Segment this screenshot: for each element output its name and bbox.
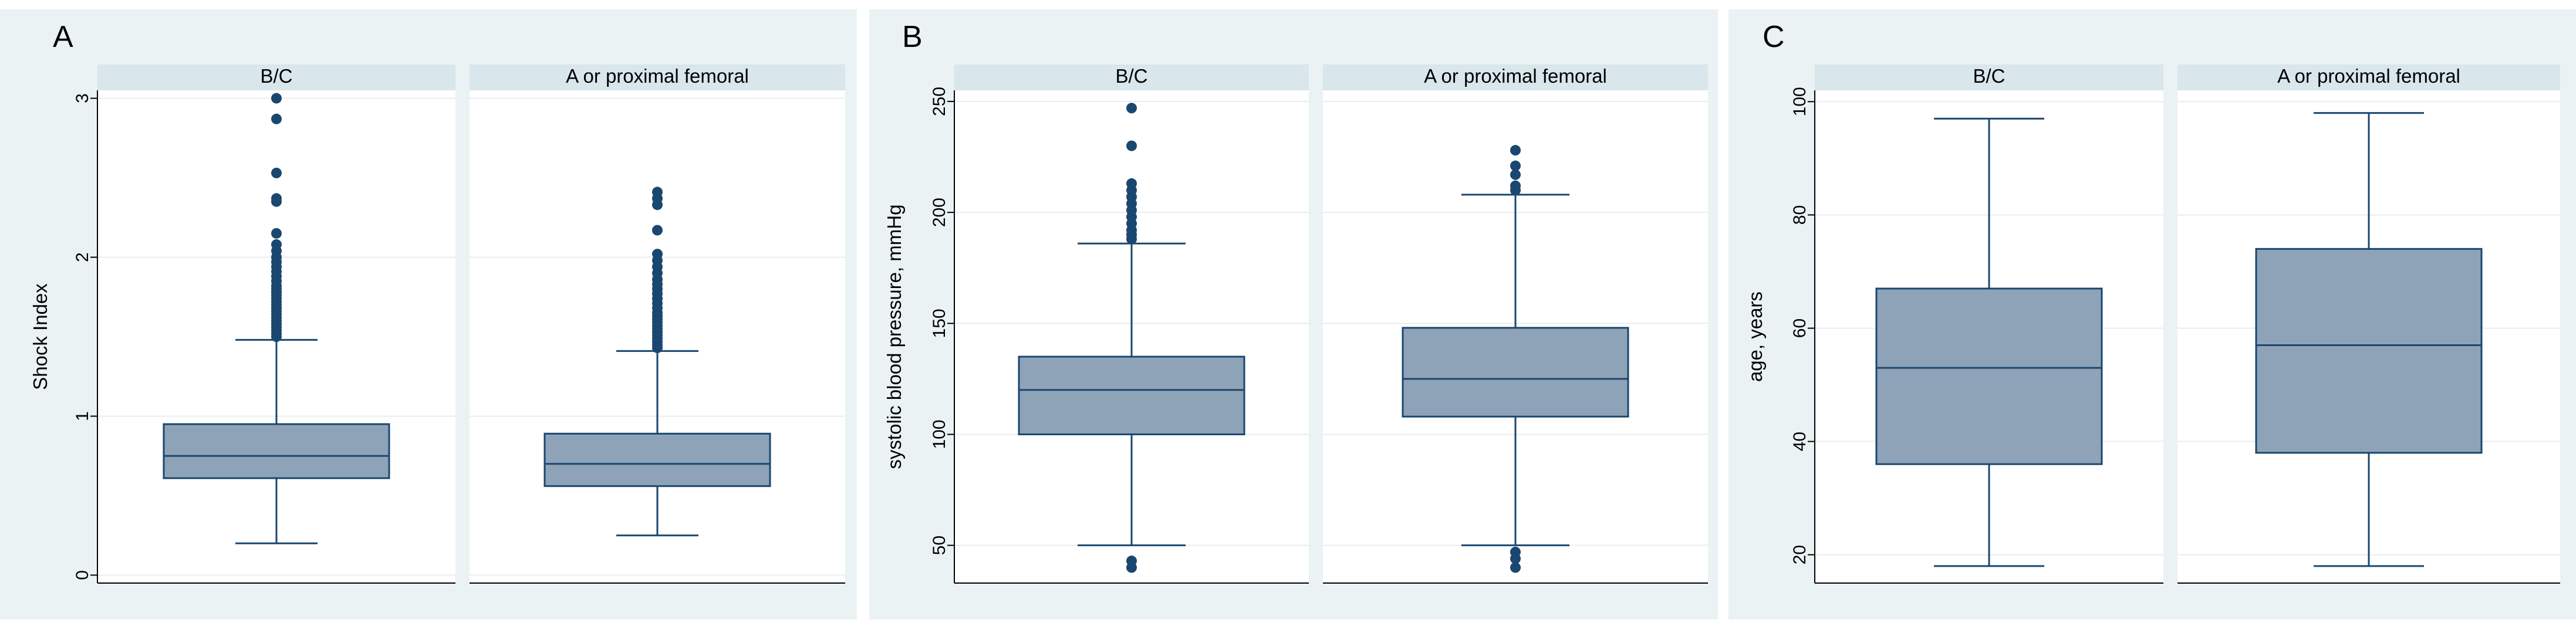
y-axis-label: age, years bbox=[1744, 292, 1766, 382]
outlier-point bbox=[652, 187, 663, 198]
facet-strip bbox=[2177, 65, 2560, 90]
box-iqr bbox=[1875, 287, 2103, 465]
outlier-point bbox=[271, 93, 282, 104]
facet-strip bbox=[1815, 65, 2163, 90]
panel-label: C bbox=[1763, 20, 1785, 54]
outlier-point bbox=[271, 167, 282, 178]
y-axis-label: systolic blood pressure, mmHg bbox=[883, 204, 905, 469]
outlier-point bbox=[271, 193, 282, 204]
facet-strip bbox=[470, 65, 845, 90]
outlier-point bbox=[1510, 169, 1521, 180]
panel-label: B bbox=[902, 20, 923, 54]
outlier-point bbox=[1510, 562, 1521, 573]
outlier-point bbox=[1126, 103, 1137, 114]
box-iqr bbox=[1018, 355, 1245, 435]
y-tick-label: 200 bbox=[930, 198, 949, 227]
outlier-point bbox=[271, 113, 282, 124]
facet-label: A or proximal femoral bbox=[2277, 65, 2460, 87]
y-axis-label: Shock Index bbox=[29, 283, 51, 390]
y-tick-label: 150 bbox=[930, 309, 949, 338]
facet-label: B/C bbox=[1973, 65, 2005, 87]
y-tick-label: 100 bbox=[930, 419, 949, 449]
outlier-point bbox=[652, 249, 663, 260]
y-tick-label: 50 bbox=[930, 536, 949, 555]
panel-label: A bbox=[53, 20, 73, 54]
outlier-point bbox=[1126, 556, 1137, 567]
y-tick-label: 60 bbox=[1790, 319, 1809, 338]
outlier-point bbox=[1510, 145, 1521, 156]
facet-label: B/C bbox=[1115, 65, 1147, 87]
y-tick-label: 250 bbox=[930, 87, 949, 116]
outlier-point bbox=[271, 239, 282, 250]
box-iqr bbox=[1402, 327, 1629, 418]
y-tick-label: 3 bbox=[73, 93, 92, 103]
y-tick-label: 20 bbox=[1790, 545, 1809, 564]
y-tick-label: 0 bbox=[73, 570, 92, 580]
facet-label: B/C bbox=[260, 65, 292, 87]
box-iqr bbox=[543, 432, 771, 487]
y-tick-label: 80 bbox=[1790, 205, 1809, 225]
facet-label: A or proximal femoral bbox=[1424, 65, 1607, 87]
outlier-point bbox=[652, 225, 663, 236]
outlier-point bbox=[1126, 178, 1137, 189]
outlier-point bbox=[1126, 140, 1137, 151]
outlier-point bbox=[1510, 180, 1521, 191]
facet-strip bbox=[1323, 65, 1708, 90]
facet-strip bbox=[954, 65, 1309, 90]
y-tick-label: 1 bbox=[73, 411, 92, 421]
outlier-point bbox=[271, 228, 282, 239]
facet-label: A or proximal femoral bbox=[566, 65, 749, 87]
outlier-point bbox=[1510, 160, 1521, 171]
box-iqr bbox=[163, 423, 390, 479]
y-tick-label: 40 bbox=[1790, 432, 1809, 451]
y-tick-label: 2 bbox=[73, 252, 92, 262]
box-iqr bbox=[2255, 248, 2483, 454]
y-tick-label: 100 bbox=[1790, 87, 1809, 116]
outlier-point bbox=[1510, 547, 1521, 558]
facet-strip bbox=[97, 65, 455, 90]
